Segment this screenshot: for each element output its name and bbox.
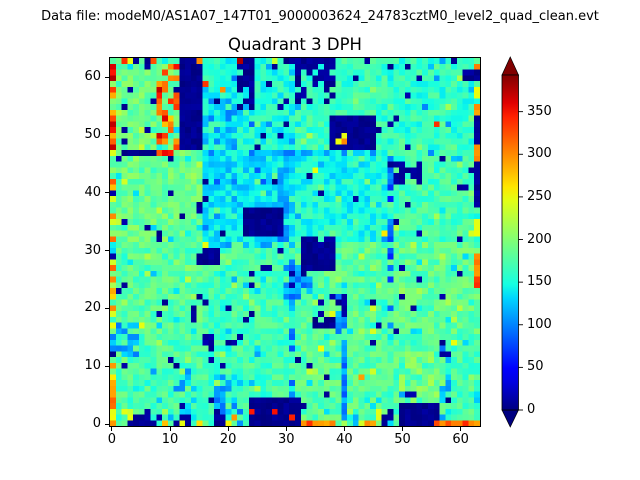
colorbar-tick-label: 50 — [527, 359, 544, 375]
colorbar-over-arrow — [501, 56, 520, 76]
colorbar-tick-label: 250 — [527, 188, 552, 204]
x-tick-label: 0 — [107, 432, 117, 447]
colorbar-gradient — [501, 74, 519, 411]
y-tick-label: 20 — [84, 300, 101, 316]
colorbar-tick-label: 0 — [527, 402, 536, 417]
x-tick-mark — [169, 427, 171, 431]
x-tick-label: 50 — [394, 432, 411, 447]
y-tick-mark — [105, 365, 109, 367]
y-tick-label: 60 — [84, 69, 101, 85]
y-tick-label: 0 — [92, 416, 101, 432]
y-tick-label: 30 — [84, 242, 101, 258]
x-tick-mark — [460, 427, 462, 431]
x-tick-mark — [343, 427, 345, 431]
y-tick-mark — [105, 76, 109, 78]
colorbar-tick-label: 150 — [527, 274, 552, 290]
y-tick-mark — [105, 307, 109, 309]
x-tick-mark — [402, 427, 404, 431]
y-tick-mark — [105, 192, 109, 194]
y-tick-mark — [105, 134, 109, 136]
x-tick-mark — [285, 427, 287, 431]
y-tick-label: 50 — [84, 127, 101, 143]
colorbar-tick-label: 100 — [527, 316, 552, 332]
heatmap-canvas — [110, 58, 480, 426]
colorbar — [501, 56, 523, 428]
colorbar-tick-label: 200 — [527, 231, 552, 247]
y-tick-label: 40 — [84, 184, 101, 200]
x-tick-mark — [227, 427, 229, 431]
x-tick-label: 30 — [278, 432, 295, 447]
plot-title: Quadrant 3 DPH — [228, 35, 362, 54]
colorbar-tick-label: 350 — [527, 103, 552, 119]
datafile-label: Data file: modeM0/AS1A07_147T01_90000036… — [41, 9, 599, 24]
x-tick-label: 60 — [452, 432, 469, 447]
y-tick-label: 10 — [84, 358, 101, 374]
x-tick-label: 40 — [336, 432, 353, 447]
x-tick-label: 20 — [219, 432, 237, 447]
x-tick-mark — [111, 427, 113, 431]
x-tick-label: 10 — [161, 432, 179, 447]
plot-area — [109, 57, 481, 427]
y-tick-mark — [105, 250, 109, 252]
colorbar-tick-label: 300 — [527, 146, 552, 162]
y-tick-mark — [105, 423, 109, 425]
colorbar-under-arrow — [501, 409, 520, 428]
